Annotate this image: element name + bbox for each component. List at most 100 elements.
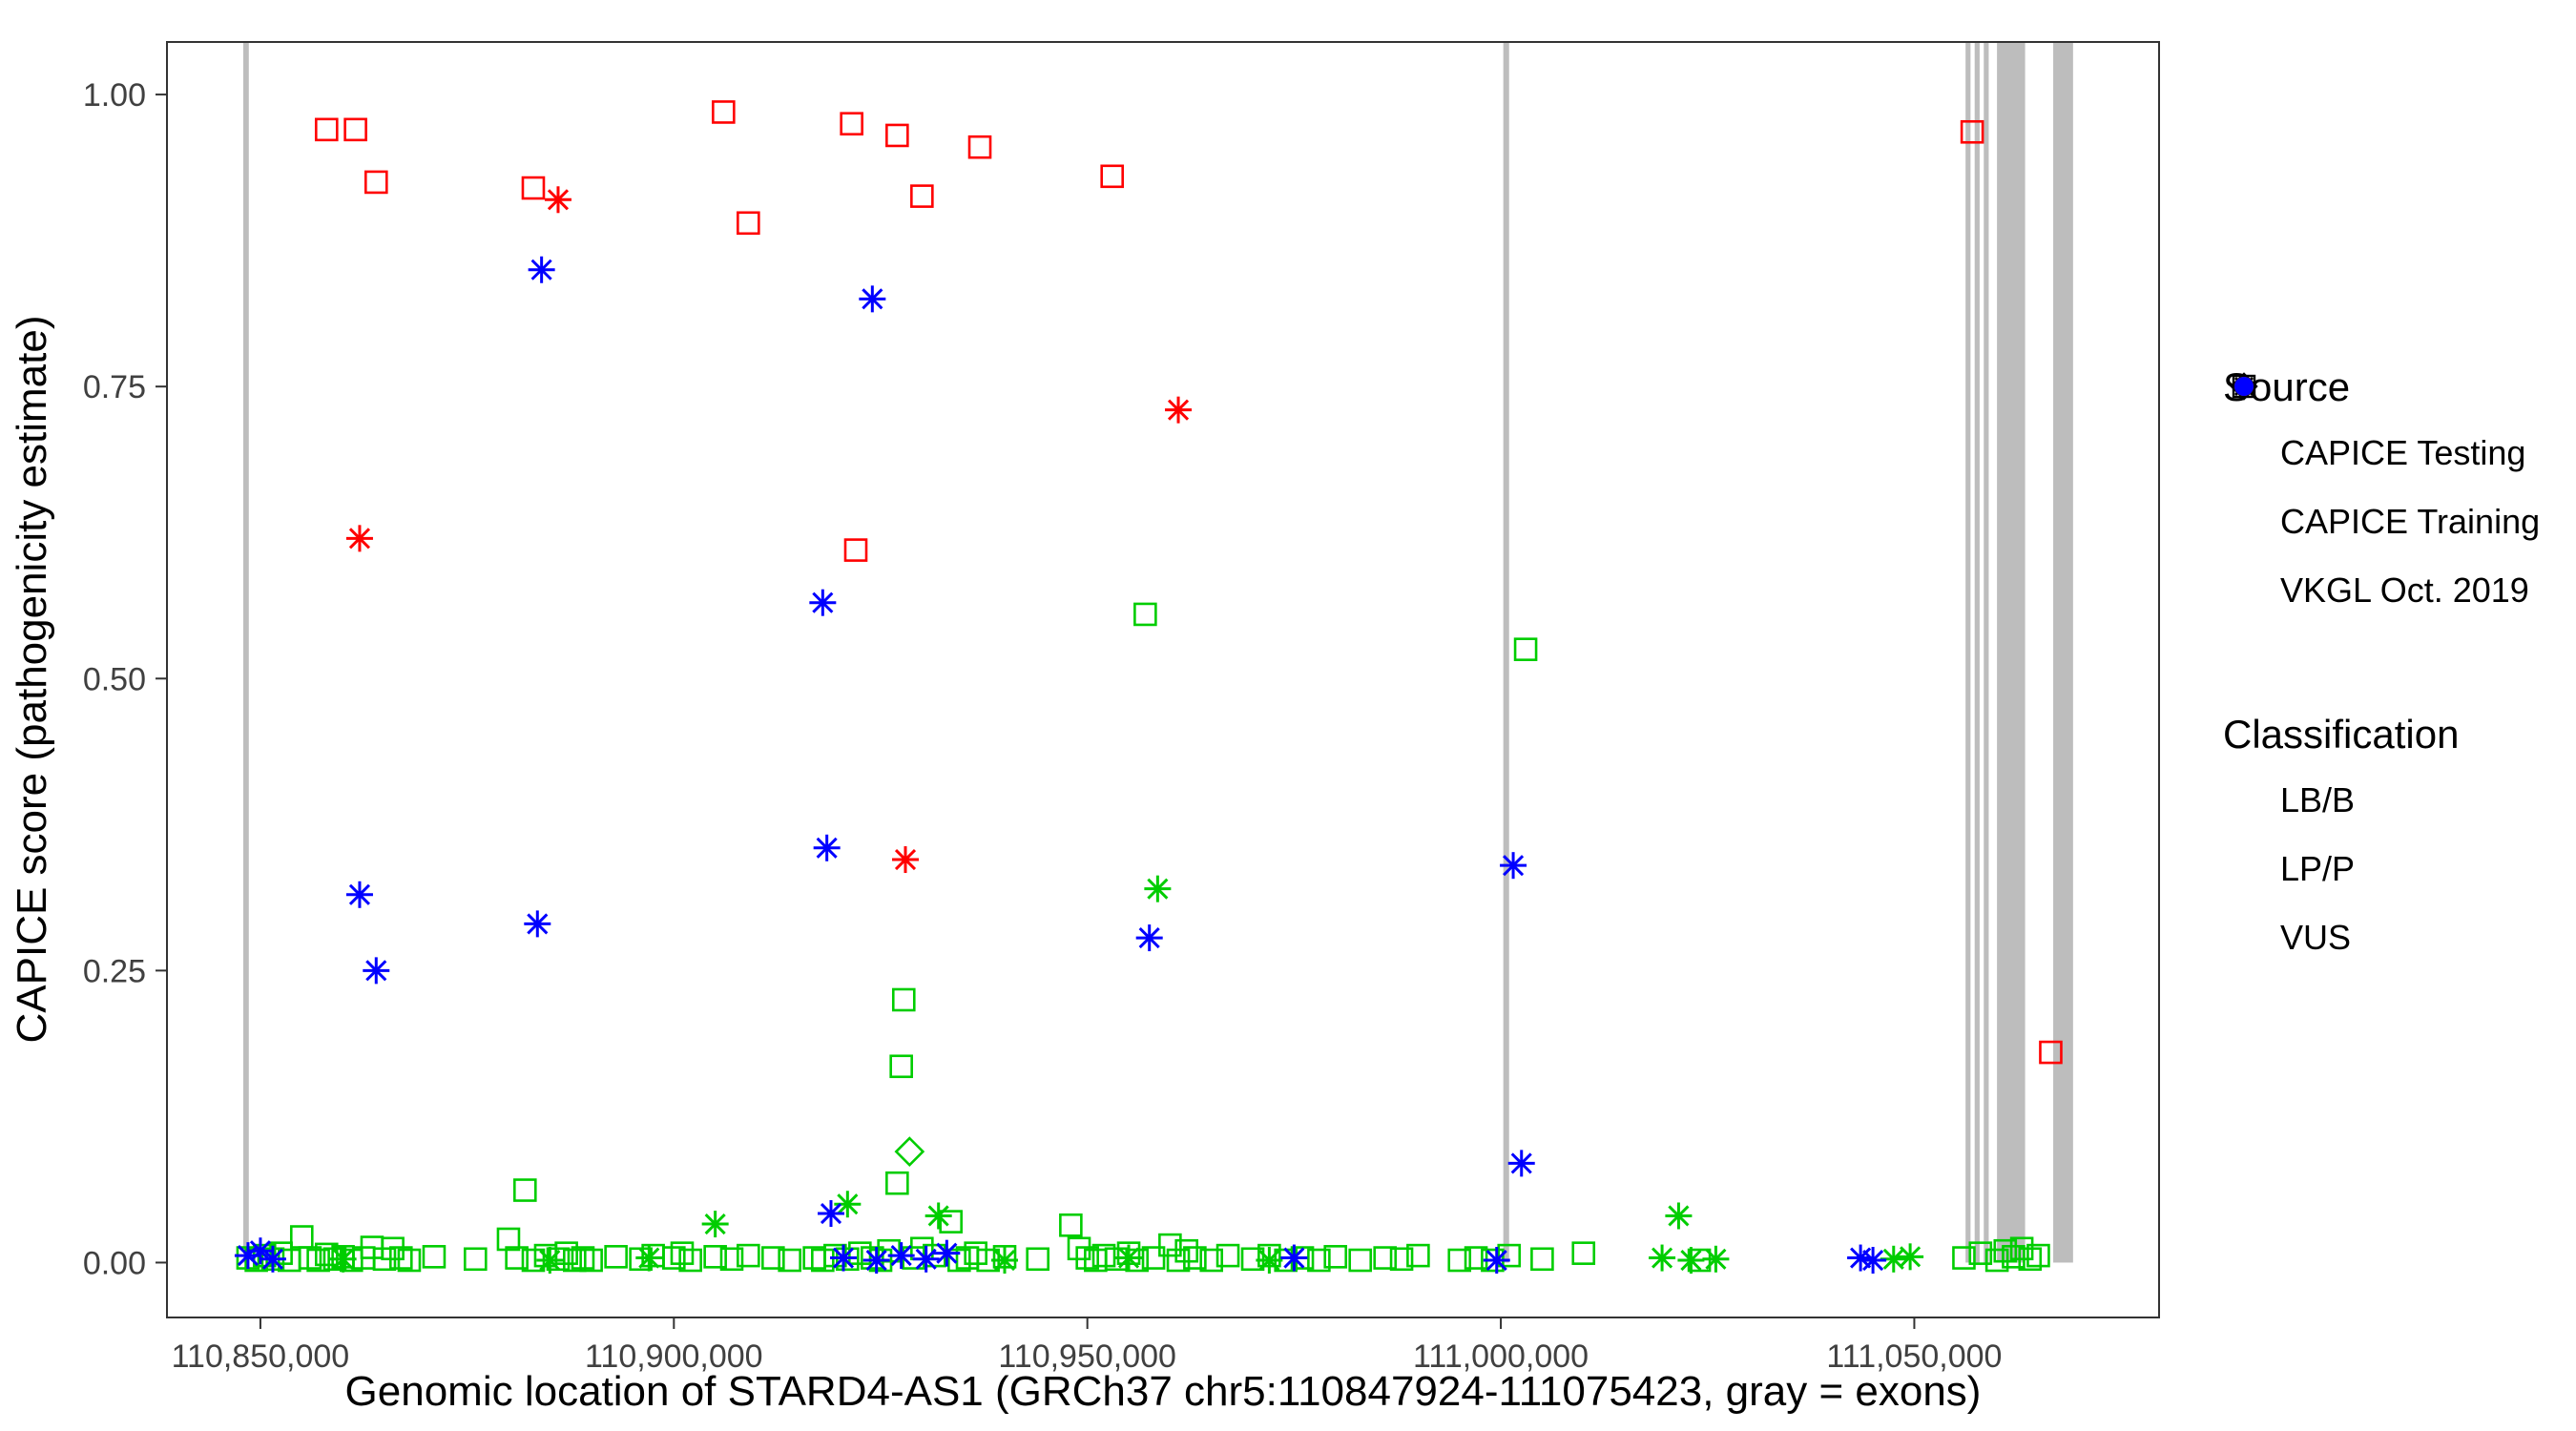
data-point — [701, 1211, 729, 1238]
data-point — [889, 1054, 913, 1079]
legend-classification-items: LB/B LP/P VUS — [2223, 377, 2566, 972]
legend-glyph — [2223, 377, 2269, 892]
data-point — [2039, 1040, 2063, 1065]
data-point — [737, 211, 760, 236]
data-point — [364, 170, 388, 195]
data-point — [1280, 1244, 1308, 1272]
data-point — [891, 987, 916, 1012]
data-point — [343, 117, 367, 142]
data-point — [939, 1210, 963, 1234]
legend-item-label: VKGL Oct. 2019 — [2280, 570, 2529, 610]
exon-bar — [1997, 42, 2025, 1263]
data-point — [1993, 1238, 2018, 1263]
data-point — [306, 1248, 330, 1273]
y-axis-ticks: 0.00 0.25 0.50 0.75 1.00 — [83, 77, 167, 1281]
data-point — [496, 1227, 521, 1252]
x-tick-label: 110,900,000 — [585, 1338, 763, 1375]
data-point — [662, 1246, 686, 1270]
data-point — [544, 186, 571, 214]
data-point — [524, 910, 551, 938]
data-point — [314, 117, 339, 142]
data-point — [761, 1246, 785, 1270]
x-axis-title: Genomic location of STARD4-AS1 (GRCh37 c… — [345, 1368, 1982, 1415]
exon-bars-layer — [242, 42, 2073, 1263]
data-point — [579, 1248, 603, 1273]
data-point — [1677, 1247, 1705, 1275]
data-point — [298, 1246, 322, 1270]
data-point — [1406, 1243, 1430, 1268]
data-point — [840, 112, 863, 136]
data-point — [1158, 1233, 1182, 1257]
data-point — [2026, 1243, 2050, 1268]
data-point — [719, 1247, 744, 1272]
legend-item-label: VUS — [2280, 918, 2352, 957]
y-tick-label: 0.25 — [83, 953, 146, 989]
y-axis-title: CAPICE score (pathogenicity estimate) — [9, 316, 55, 1044]
data-point — [1141, 1246, 1166, 1270]
legend-item-label: CAPICE Testing — [2280, 433, 2526, 472]
y-tick-label: 0.00 — [83, 1245, 146, 1281]
legend-item-classification: LB/B — [2223, 377, 2566, 835]
data-point — [947, 1248, 971, 1273]
data-point — [1513, 637, 1538, 661]
data-point — [269, 1241, 293, 1265]
data-point — [811, 1248, 835, 1273]
legend-item-source: VKGL Oct. 2019 — [2223, 374, 2566, 625]
exon-bar — [242, 42, 249, 1263]
data-point — [818, 1200, 844, 1228]
y-tick-label: 0.75 — [83, 369, 146, 405]
data-point — [703, 1245, 727, 1269]
data-points-layer — [234, 100, 2063, 1275]
data-point — [1323, 1245, 1348, 1269]
data-point — [422, 1245, 447, 1269]
legend-glyph — [2223, 377, 2269, 823]
data-point — [528, 256, 555, 283]
data-point — [1135, 924, 1163, 952]
data-point — [910, 184, 934, 208]
data-point — [1897, 1243, 1924, 1271]
data-point — [1100, 164, 1124, 189]
x-tick-label: 110,850,000 — [172, 1338, 350, 1375]
data-point — [1483, 1247, 1510, 1275]
data-point — [1530, 1247, 1554, 1272]
data-point — [345, 881, 373, 908]
legend-source-title: Source — [2223, 364, 2351, 409]
data-point — [813, 834, 841, 861]
data-point — [1215, 1243, 1240, 1268]
data-point — [363, 957, 390, 985]
legend-glyph — [2223, 374, 2269, 613]
data-point — [521, 176, 546, 200]
data-point — [894, 1136, 925, 1167]
legend-item-label: LP/P — [2280, 849, 2356, 888]
data-point — [259, 1245, 286, 1273]
data-point — [809, 589, 837, 616]
legend-glyph — [2223, 377, 2269, 961]
data-point — [885, 123, 909, 148]
legend-glyph — [2223, 372, 2269, 476]
data-point — [1026, 1247, 1049, 1272]
data-point — [1571, 1241, 1596, 1265]
data-point — [1859, 1247, 1887, 1275]
data-point — [737, 1243, 760, 1268]
legend-classification-title: Classification — [2223, 712, 2460, 757]
data-point — [1497, 1243, 1522, 1268]
data-point — [933, 1239, 961, 1267]
legend-item-classification: VUS — [2223, 377, 2566, 972]
data-point — [1348, 1248, 1373, 1273]
data-point — [289, 1225, 314, 1249]
data-point — [2002, 1245, 2025, 1269]
data-point — [1649, 1244, 1676, 1272]
data-point — [1307, 1248, 1331, 1273]
data-point — [571, 1246, 595, 1270]
color-dot-icon — [2234, 377, 2254, 396]
x-tick-label: 111,050,000 — [1826, 1338, 2002, 1375]
y-tick-label: 0.50 — [83, 661, 146, 697]
data-point — [505, 1246, 529, 1270]
data-point — [536, 1247, 564, 1275]
exon-bar — [1984, 42, 1989, 1263]
data-point — [1952, 1246, 1976, 1270]
data-point — [1174, 1238, 1199, 1263]
exon-bar — [1965, 42, 1971, 1263]
